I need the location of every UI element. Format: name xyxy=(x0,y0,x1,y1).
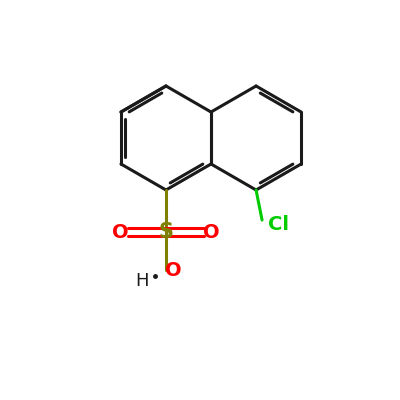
Text: O: O xyxy=(203,222,220,242)
Text: H: H xyxy=(135,272,149,290)
Text: S: S xyxy=(158,222,174,242)
Text: O: O xyxy=(165,260,182,280)
Text: Cl: Cl xyxy=(268,215,289,234)
Text: O: O xyxy=(112,222,129,242)
